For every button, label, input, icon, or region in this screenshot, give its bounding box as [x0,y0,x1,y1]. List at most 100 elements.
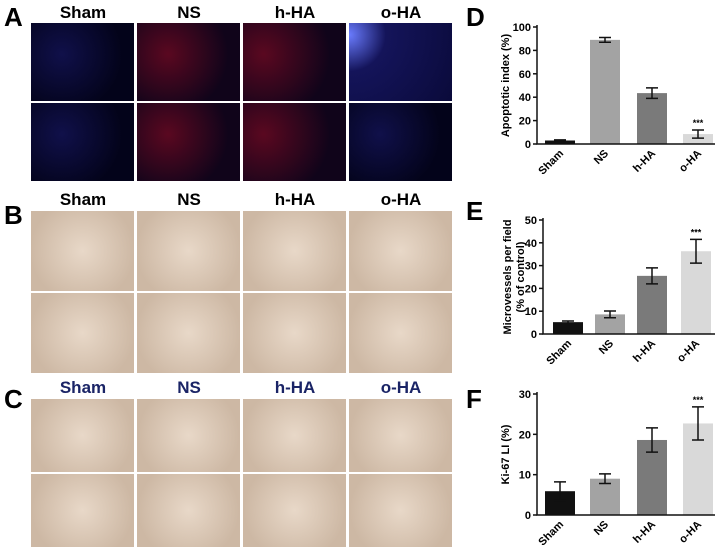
micrograph-a [136,102,241,182]
y-tick-label: 0 [525,139,531,151]
error-bar [646,267,658,285]
x-tick-label: h-HA [631,338,658,365]
panel-label-d: D [466,2,485,32]
x-tick-label: h-HA [631,148,658,175]
y-tick-label: 30 [525,261,537,273]
y-tick-label: 20 [525,283,537,295]
micrograph-a [136,22,241,102]
x-tick-label: h-HA [631,519,658,546]
axes [536,25,715,145]
column-header-b: o-HA [380,190,422,209]
column-header-c: NS [177,378,201,397]
micrograph-a [348,22,453,102]
y-axis-label: Ki-67 LI (%) [500,424,512,484]
y-tick-label: 80 [519,45,531,57]
micrograph-c [136,398,241,473]
x-tick-label: NS [592,148,611,167]
panel-label-a: A [4,2,23,32]
micrograph-c [30,473,135,548]
micrograph-c [348,398,453,473]
micrograph-b [242,292,347,374]
y-axis-label: Microvessels per field [502,220,514,335]
micrograph-b [30,292,135,374]
y-tick-label: 30 [519,389,531,401]
micrograph-a [30,102,135,182]
x-tick-label: Sham [544,337,574,367]
panel-label-e: E [466,196,484,226]
column-header-a: NS [177,3,201,22]
y-axis-label: (% of control) [515,241,527,312]
bar [590,478,620,515]
micrograph-c [136,473,241,548]
y-tick-label: 0 [525,510,531,522]
micrograph-c [30,398,135,473]
significance-marker: *** [691,227,702,237]
error-bar [690,238,702,264]
column-header-a: Sham [59,3,107,22]
micrograph-b [30,210,135,292]
bar [545,491,575,515]
bar [681,251,711,334]
y-tick-label: 10 [519,470,531,482]
x-tick-label: NS [597,338,616,357]
column-header-a: h-HA [274,3,316,22]
column-header-b: h-HA [274,190,316,209]
micrograph-c [242,398,347,473]
error-bar [562,320,574,325]
significance-marker: *** [693,118,704,128]
micrograph-b [242,210,347,292]
y-axis-label: Apoptotic index (%) [500,34,512,138]
y-tick-label: 40 [519,92,531,104]
x-tick-label: o-HA [677,148,704,175]
x-tick-label: o-HA [677,519,704,546]
error-bar [692,406,704,441]
y-tick-label: 0 [531,329,537,341]
y-tick-label: 10 [525,306,537,318]
micrograph-c [242,473,347,548]
micrograph-a [348,102,453,182]
error-bar [599,473,611,485]
column-header-a: o-HA [380,3,422,22]
significance-marker: *** [693,395,704,405]
error-bar [604,310,616,319]
y-tick-label: 60 [519,69,531,81]
column-header-c: Sham [59,378,107,397]
error-bar [692,129,704,139]
x-tick-label: o-HA [675,338,702,365]
micrograph-c [348,473,453,548]
bar [553,322,583,334]
column-header-b: Sham [59,190,107,209]
y-tick-label: 100 [513,22,531,34]
bar [637,275,667,334]
panel-label-b: B [4,200,23,230]
y-tick-label: 20 [519,116,531,128]
error-bar [646,87,658,100]
column-header-b: NS [177,190,201,209]
error-bar [554,481,566,502]
bar [683,134,713,144]
bar [545,140,575,144]
x-tick-label: NS [592,519,611,538]
micrograph-b [348,292,453,374]
micrograph-b [136,292,241,374]
bar [590,39,620,145]
column-header-c: h-HA [274,378,316,397]
error-bar [646,427,658,453]
column-header-c: o-HA [380,378,422,397]
micrograph-a [30,22,135,102]
panel-label-c: C [4,384,23,414]
micrograph-a [242,22,347,102]
panel-label-f: F [466,384,482,414]
y-tick-label: 20 [519,429,531,441]
y-tick-label: 50 [525,215,537,227]
bar [595,314,625,334]
y-tick-label: 40 [525,238,537,250]
micrograph-a [242,102,347,182]
micrograph-b [136,210,241,292]
x-tick-label: Sham [536,518,566,548]
error-bar [554,139,566,142]
x-tick-label: Sham [536,147,566,177]
micrograph-b [348,210,453,292]
error-bar [599,36,611,43]
